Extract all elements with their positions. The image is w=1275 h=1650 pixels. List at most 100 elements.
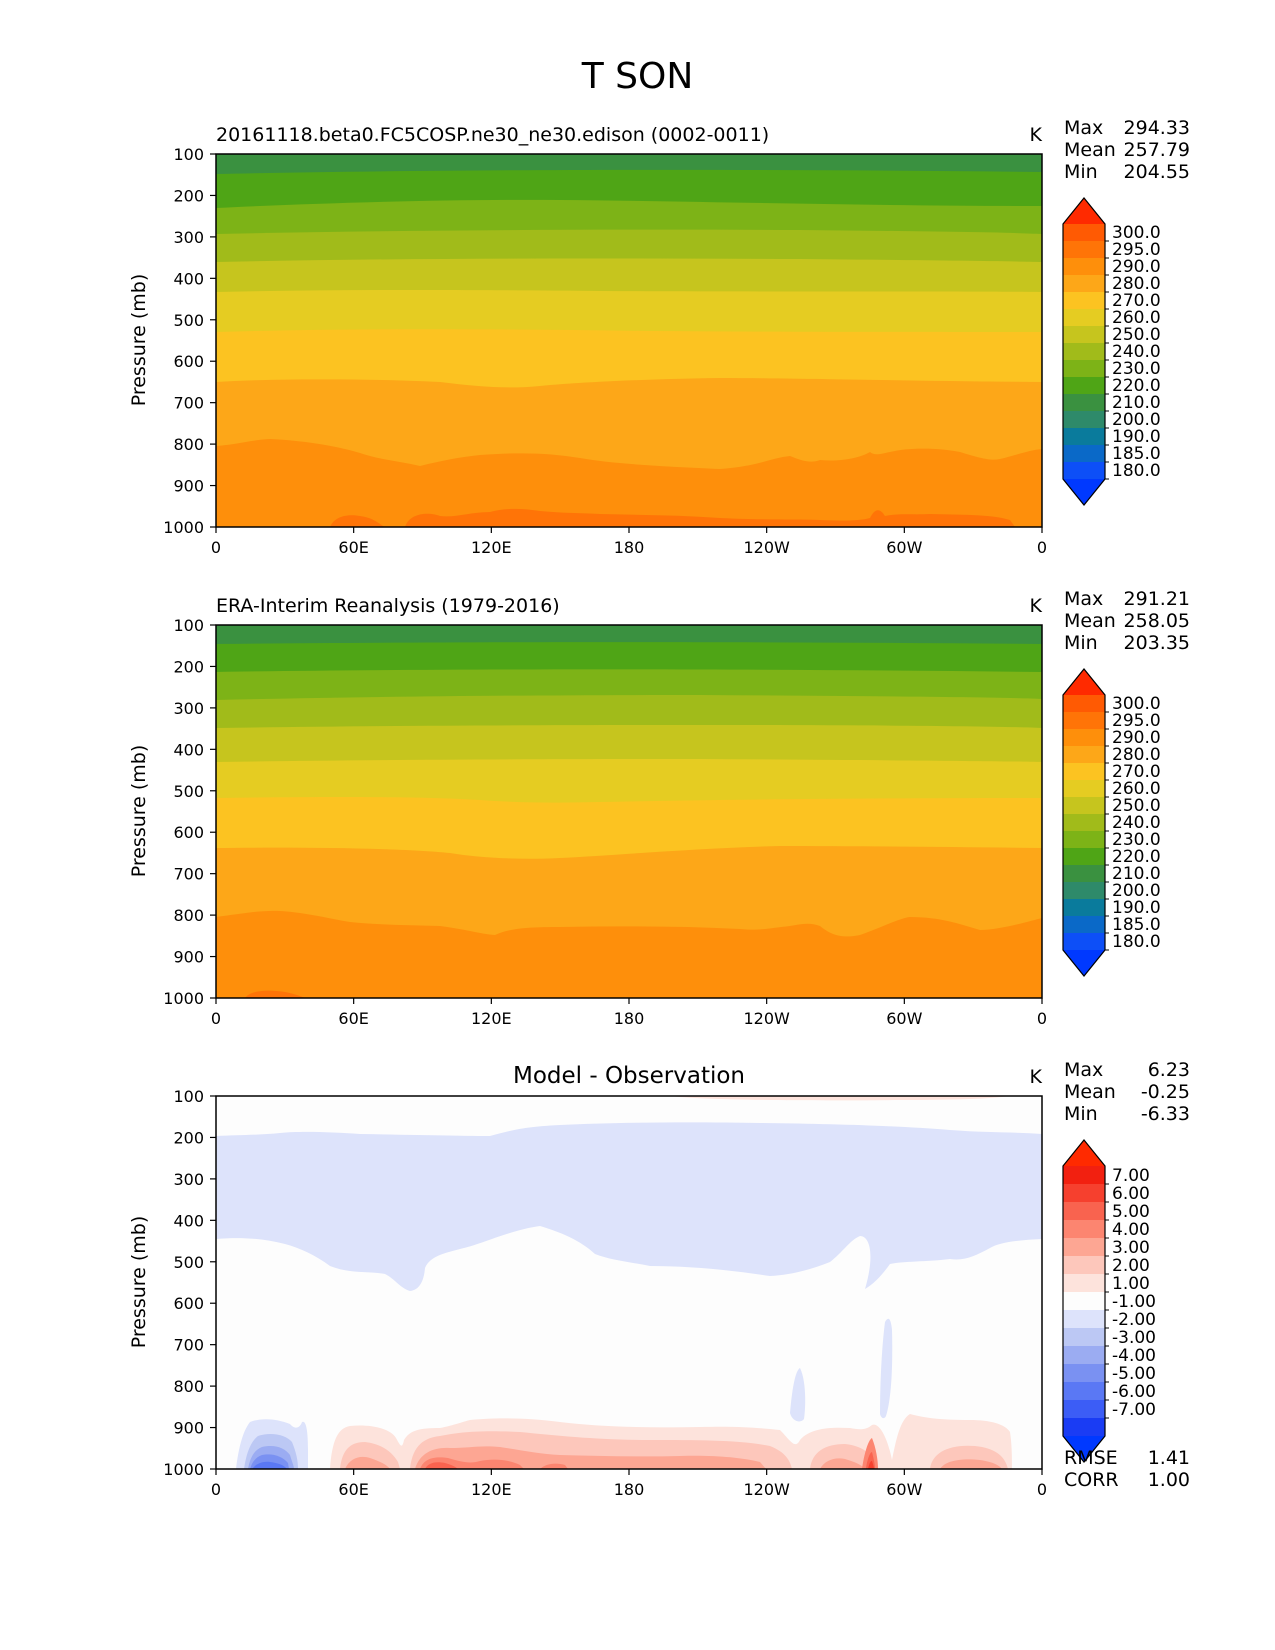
diff-colorbar-label: -5.00 [1112,1364,1156,1384]
obs-stat-value: 258.05 [1124,610,1190,632]
obs-colorbar-swatch [1063,763,1105,781]
obs-stat-label: Max [1064,588,1103,610]
model-colorbar-label: 270.0 [1112,291,1161,311]
model-ytick-label: 600 [173,352,204,371]
diff-extra-stats: RMSE 1.41 CORR 1.00 [1064,1447,1190,1491]
model-colorbar-swatch [1063,360,1105,378]
obs-ytick-label: 100 [173,616,204,635]
obs-title: ERA-Interim Reanalysis (1979-2016) [216,595,560,617]
obs-ytick-label: 300 [173,699,204,718]
diff-colorbar-extend-max [1063,1140,1105,1166]
model-colorbar-label: 200.0 [1112,410,1161,430]
diff-band-neg1-patch-a [746,1161,762,1171]
obs-colorbar-swatch [1063,882,1105,900]
diff-colorbar-swatch [1063,1166,1105,1185]
obs-ytick-label: 200 [173,657,204,676]
model-ytick-label: 900 [173,477,204,496]
obs-colorbar-label: 240.0 [1112,813,1161,833]
diff-ytick-label: 200 [173,1128,204,1147]
model-ytick-label: 300 [173,228,204,247]
obs-colorbar-swatch [1063,933,1105,951]
obs-colorbar-label: 220.0 [1112,847,1161,867]
diff-colorbar-outline [1062,1139,1106,1463]
model-colorbar-swatch [1063,241,1105,259]
obs-stat-value: 203.35 [1124,632,1190,654]
model-colorbar-label: 290.0 [1112,257,1161,277]
model-units: K [1030,124,1043,146]
obs-colorbar-label: 200.0 [1112,881,1161,901]
diff-extra-stat-value: 1.41 [1148,1447,1190,1469]
model-colorbar-label: 260.0 [1112,308,1161,328]
diff-xtick-label: 60W [886,1480,922,1499]
diff-contour-field [216,1096,1042,1469]
diff-band-neg1-upper [216,1122,1042,1291]
obs-xtick-label: 180 [614,1009,645,1028]
obs-colorbar-label: 250.0 [1112,796,1161,816]
diff-stat-value: 6.23 [1148,1059,1190,1081]
panel-observation: ERA-Interim Reanalysis (1979-2016) K 100… [128,588,1190,1028]
obs-colorbar-swatch [1063,780,1105,798]
model-ylabel: Pressure (mb) [128,274,150,407]
figure-title: T SON [581,56,694,97]
diff-ytick-label: 800 [173,1377,204,1396]
model-title: 20161118.beta0.FC5COSP.ne30_ne30.edison … [216,124,769,146]
diff-extra-stat-value: 1.00 [1148,1469,1190,1491]
obs-ytick-label: 900 [173,948,204,967]
diff-colorbar-label: 6.00 [1112,1184,1150,1204]
model-colorbar-label: 250.0 [1112,325,1161,345]
model-colorbar-label: 220.0 [1112,376,1161,396]
obs-colorbar-swatch [1063,729,1105,747]
model-colorbar-extend-max [1063,198,1105,224]
obs-ytick-label: 500 [173,782,204,801]
model-xtick-label: 120E [471,538,512,557]
obs-colorbar-label: 210.0 [1112,864,1161,884]
model-colorbar-label: 300.0 [1112,223,1161,243]
diff-ytick-label: 300 [173,1170,204,1189]
obs-colorbar-swatch [1063,831,1105,849]
obs-ytick-label: 800 [173,906,204,925]
diff-xtick-label: 120E [471,1480,512,1499]
model-colorbar-swatch [1063,411,1105,429]
model-colorbar-label: 185.0 [1112,444,1161,464]
model-ytick-label: 400 [173,269,204,288]
obs-colorbar-label: 190.0 [1112,898,1161,918]
model-stat-value: 294.33 [1124,117,1190,139]
obs-stat-value: 291.21 [1124,588,1190,610]
diff-band-pos-surface-4 [420,1438,878,1469]
model-colorbar-label: 240.0 [1112,342,1161,362]
diff-colorbar-swatch [1063,1184,1105,1203]
obs-colorbar-label: 260.0 [1112,779,1161,799]
obs-colorbar-label: 290.0 [1112,728,1161,748]
diff-colorbar-extend-min [1063,1436,1105,1462]
diff-ytick-label: 1000 [163,1460,204,1479]
model-colorbar-swatch [1063,394,1105,412]
diff-ylabel: Pressure (mb) [128,1216,150,1349]
model-band-290 [216,439,1042,527]
model-colorbar-swatch [1063,445,1105,463]
model-colorbar-swatch [1063,343,1105,361]
obs-y-ticks: 100 200 300 400 500 600 700 800 900 1000 [163,616,216,1008]
obs-colorbar-label: 180.0 [1112,932,1161,952]
model-band-295-b [405,508,1015,527]
diff-colorbar-swatch [1063,1220,1105,1239]
model-x-ticks: 0 60E 120E 180 120W 60W 0 [211,527,1047,557]
diff-colorbar-swatch [1063,1310,1105,1329]
obs-xtick-label: 60E [338,1009,368,1028]
model-colorbar-label: 190.0 [1112,427,1161,447]
diff-stat-value: -0.25 [1141,1081,1190,1103]
model-colorbar-swatch [1063,258,1105,276]
model-colorbar-swatch [1063,309,1105,327]
obs-colorbar-label: 295.0 [1112,711,1161,731]
obs-colorbar-label: 300.0 [1112,694,1161,714]
obs-colorbar-label: 270.0 [1112,762,1161,782]
model-band-295-a [330,515,385,527]
obs-colorbar-label: 185.0 [1112,915,1161,935]
obs-stat-label: Min [1064,632,1098,654]
obs-colorbar-swatch [1063,797,1105,815]
diff-ytick-label: 400 [173,1211,204,1230]
obs-ytick-label: 1000 [163,989,204,1008]
obs-ylabel: Pressure (mb) [128,745,150,878]
diff-colorbar-label: 7.00 [1112,1166,1150,1186]
model-colorbar-swatch [1063,275,1105,293]
